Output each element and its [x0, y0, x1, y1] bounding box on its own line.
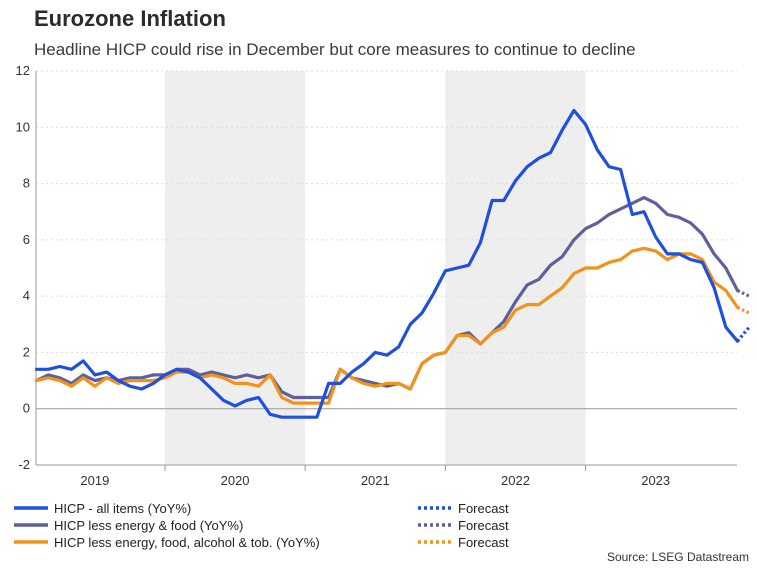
- legend-label: HICP less energy, food, alcohol & tob. (…: [54, 535, 320, 550]
- x-tick-label: 2023: [641, 473, 670, 488]
- y-tick-label: 8: [23, 176, 30, 191]
- y-tick-label: -2: [18, 457, 30, 472]
- legend-label: Forecast: [458, 501, 509, 516]
- legend-label: HICP - all items (YoY%): [54, 501, 191, 516]
- legend-label: HICP less energy & food (YoY%): [54, 518, 243, 533]
- y-tick-label: 0: [23, 401, 30, 416]
- chart-title: Eurozone Inflation: [34, 6, 226, 31]
- x-tick-label: 2021: [361, 473, 390, 488]
- legend-label: Forecast: [458, 518, 509, 533]
- series-line: [34, 246, 740, 405]
- y-tick-label: 4: [23, 288, 30, 303]
- x-tick-label: 2022: [501, 473, 530, 488]
- shaded-band: [164, 71, 306, 465]
- y-tick-label: 12: [16, 63, 30, 78]
- forecast-line: [736, 326, 751, 343]
- forecast-line: [736, 305, 750, 315]
- chart-subtitle: Headline HICP could rise in December but…: [34, 40, 636, 59]
- x-tick-label: 2020: [221, 473, 250, 488]
- x-tick-label: 2019: [80, 473, 109, 488]
- shaded-band: [445, 71, 586, 465]
- series-line: [34, 108, 740, 419]
- legend-label: Forecast: [458, 535, 509, 550]
- series-line: [34, 196, 740, 400]
- y-tick-label: 6: [23, 232, 30, 247]
- y-tick-label: 2: [23, 344, 30, 359]
- y-tick-label: 10: [16, 119, 30, 134]
- source-note: Source: LSEG Datastream: [606, 550, 749, 564]
- forecast-line: [736, 289, 750, 298]
